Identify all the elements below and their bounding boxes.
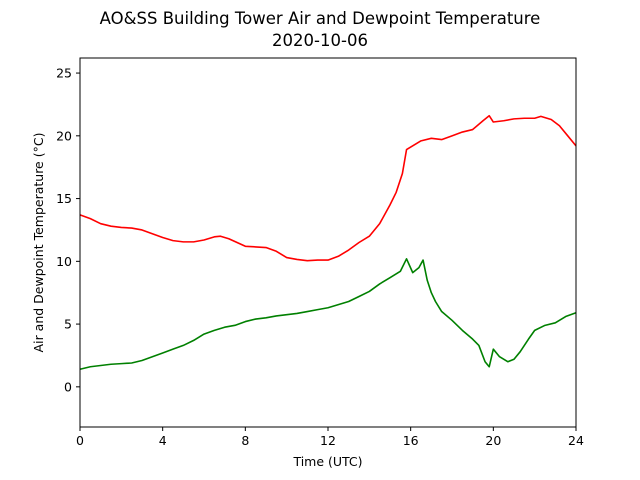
y-tick-label: 5	[64, 317, 72, 332]
x-axis-label: Time (UTC)	[292, 454, 362, 469]
x-axis-ticks: 0 4 8 12 16 20 24	[76, 427, 584, 448]
x-tick-label: 20	[485, 433, 501, 448]
y-axis-ticks: 0 5 10 15 20 25	[56, 66, 80, 394]
x-tick-label: 8	[241, 433, 249, 448]
y-tick-label: 25	[56, 66, 72, 81]
y-tick-label: 20	[56, 128, 72, 143]
series-layer	[79, 114, 577, 371]
dewpoint-temperature-line	[79, 258, 577, 371]
x-tick-label: 12	[320, 433, 336, 448]
x-tick-label: 16	[403, 433, 419, 448]
plot-frame	[79, 57, 577, 428]
x-tick-label: 4	[159, 433, 167, 448]
x-tick-label: 24	[568, 433, 584, 448]
chart-title: AO&SS Building Tower Air and Dewpoint Te…	[100, 9, 541, 28]
air-temperature-line	[79, 114, 577, 262]
y-tick-label: 0	[64, 379, 72, 394]
x-tick-label: 0	[76, 433, 84, 448]
y-tick-label: 15	[56, 191, 72, 206]
y-axis-label: Air and Dewpoint Temperature (°C)	[31, 133, 46, 353]
chart-subtitle: 2020-10-06	[272, 31, 368, 50]
y-tick-label: 10	[56, 254, 72, 269]
